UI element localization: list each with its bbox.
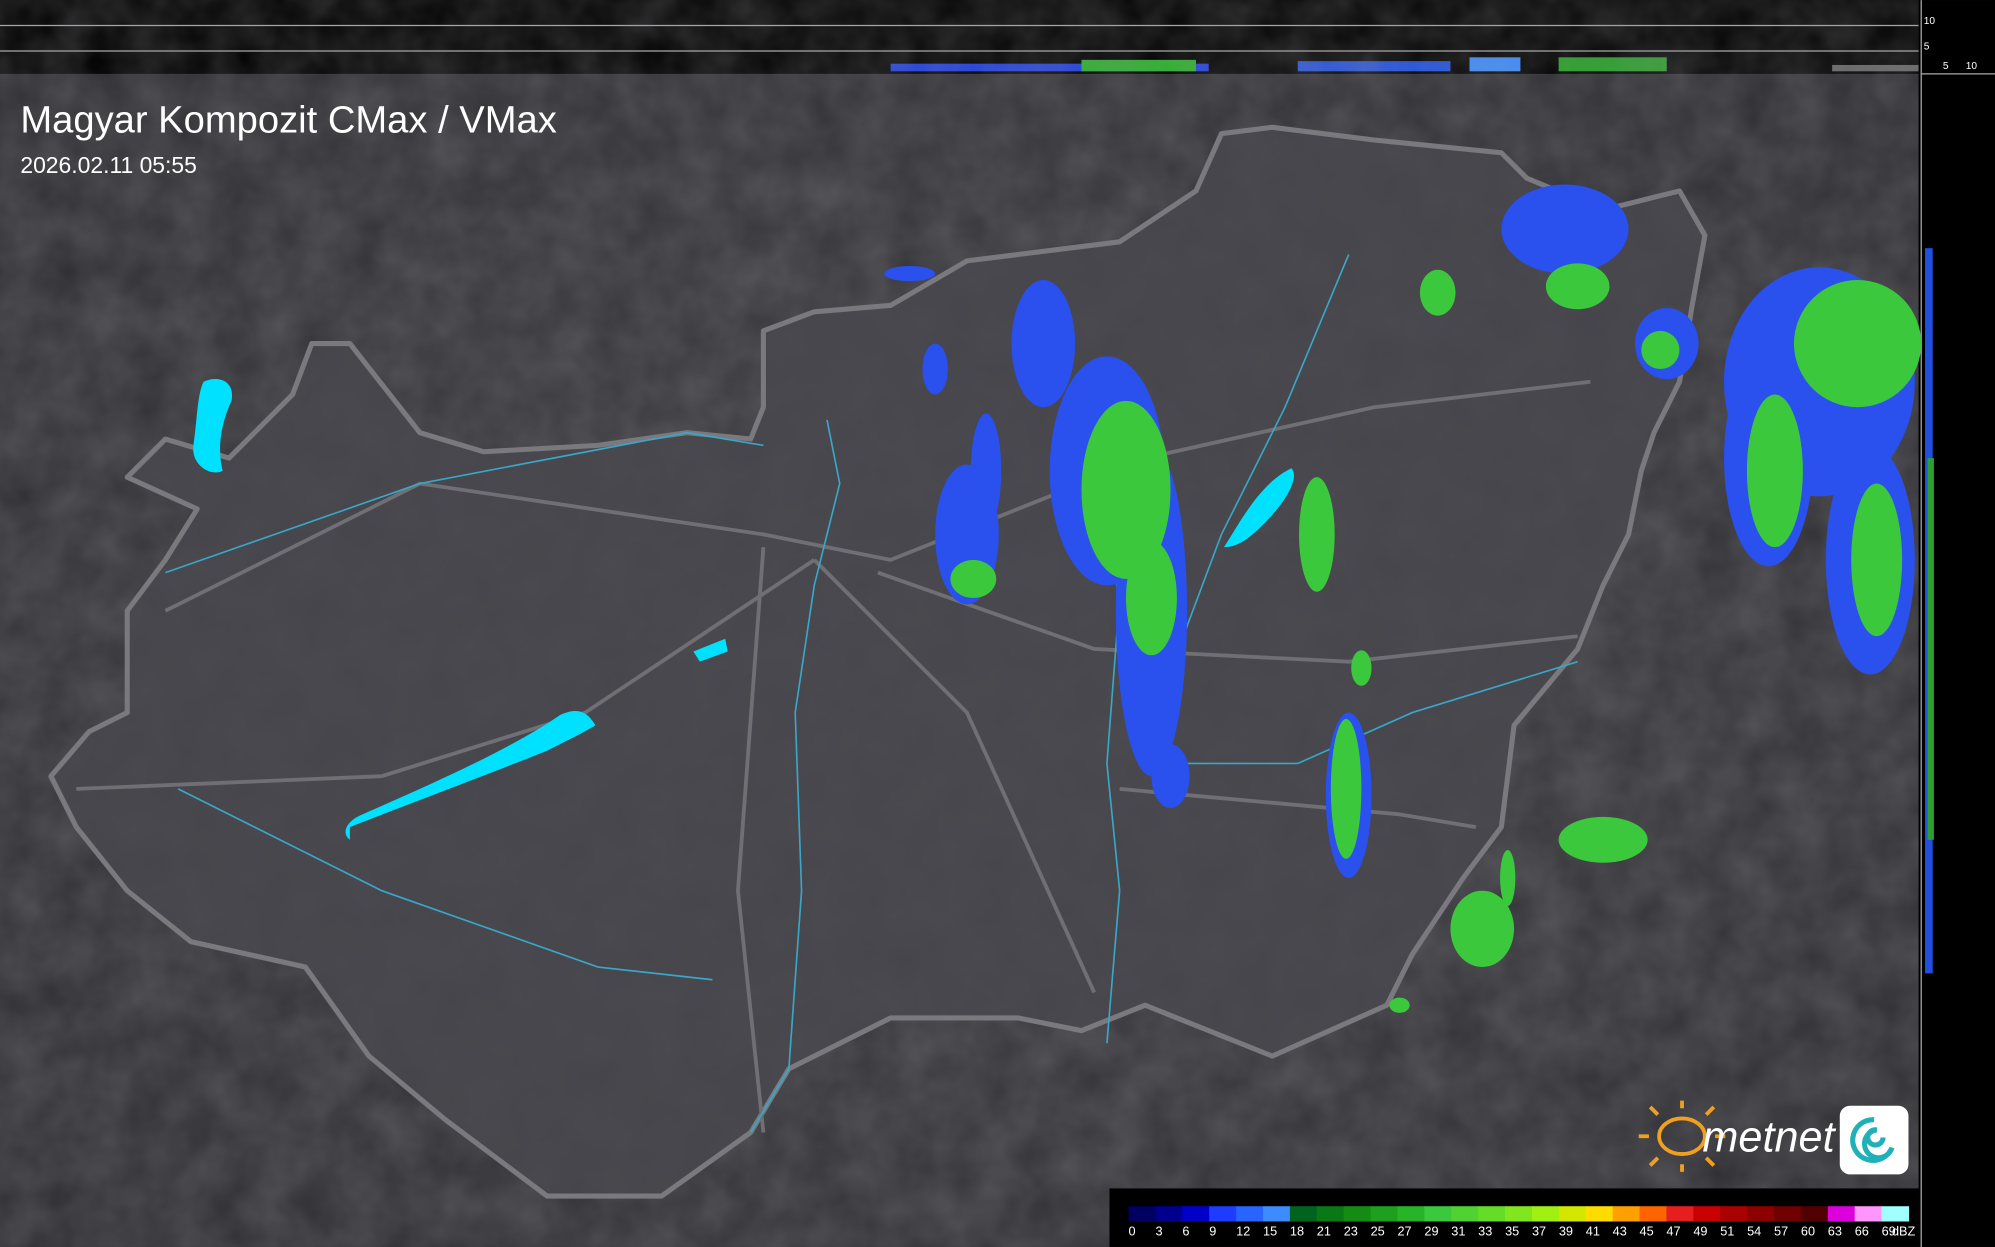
legend-swatch	[1182, 1206, 1210, 1222]
legend-swatch	[1397, 1206, 1426, 1222]
legend-label: 3	[1155, 1223, 1162, 1238]
legend-label: 15	[1263, 1223, 1277, 1238]
legend: 0 3 6 9 12 15 18 21 23 25 27 29 31 33 35 37 39 41 43 45 47 49…	[1128, 1206, 1916, 1238]
logo: metnet	[1638, 1100, 1909, 1175]
legend-swatch	[1720, 1206, 1748, 1222]
legend-swatch	[1505, 1206, 1533, 1222]
scale-label: 5	[1943, 61, 1949, 72]
legend-label: 66	[1855, 1223, 1869, 1238]
legend-swatch	[1666, 1206, 1694, 1222]
legend-swatch	[1236, 1206, 1264, 1222]
legend-label: 12	[1236, 1223, 1250, 1238]
legend-label: 9	[1209, 1223, 1216, 1238]
legend-label: 57	[1774, 1223, 1788, 1238]
top-profile	[0, 0, 1995, 74]
legend-label: 47	[1666, 1223, 1680, 1238]
legend-swatch	[1155, 1206, 1183, 1222]
legend-swatch	[1774, 1206, 1802, 1222]
legend-label: 54	[1747, 1223, 1761, 1238]
legend-label: 23	[1344, 1223, 1358, 1238]
legend-label: 63	[1828, 1223, 1842, 1238]
legend-label: 29	[1424, 1223, 1438, 1238]
legend-label: 0	[1129, 1223, 1136, 1238]
legend-label: 69	[1882, 1223, 1896, 1238]
legend-swatch	[1424, 1206, 1452, 1222]
rivers	[165, 254, 1578, 1133]
legend-swatch	[1451, 1206, 1479, 1222]
legend-label: 18	[1290, 1223, 1304, 1238]
legend-label: 27	[1397, 1223, 1411, 1238]
legend-label: 51	[1720, 1223, 1734, 1238]
roads	[76, 379, 1591, 1133]
legend-swatch	[1854, 1206, 1883, 1222]
legend-swatch	[1343, 1206, 1372, 1222]
legend-swatch	[1316, 1206, 1345, 1222]
legend-swatch	[1263, 1206, 1291, 1222]
legend-swatch	[1209, 1206, 1237, 1222]
legend-swatch	[1693, 1206, 1721, 1222]
scale-label: 10	[1924, 16, 1936, 27]
legend-swatch	[1585, 1206, 1614, 1222]
legend-label: 35	[1505, 1223, 1519, 1238]
logo-text: metnet	[1702, 1114, 1836, 1162]
legend-swatch	[1881, 1206, 1910, 1222]
legend-label: 60	[1801, 1223, 1815, 1238]
legend-unit: dBZ	[1892, 1223, 1916, 1238]
legend-label: 6	[1182, 1223, 1189, 1238]
legend-swatch	[1531, 1206, 1560, 1222]
lakes	[193, 378, 1295, 840]
legend-swatch	[1800, 1206, 1829, 1222]
legend-swatch	[1370, 1206, 1399, 1222]
legend-label: 31	[1451, 1223, 1465, 1238]
radar-echoes	[884, 184, 1922, 1013]
side-echoes	[1927, 458, 1934, 840]
legend-label: 41	[1586, 1223, 1600, 1238]
legend-swatch	[1128, 1206, 1157, 1222]
legend-swatch	[1827, 1206, 1856, 1222]
timestamp: 2026.02.11 05:55	[20, 152, 197, 178]
scale-label: 5	[1924, 42, 1930, 53]
legend-label: 21	[1317, 1223, 1331, 1238]
legend-label: 43	[1613, 1223, 1627, 1238]
legend-swatch	[1639, 1206, 1668, 1222]
profile-echoes	[890, 57, 1919, 72]
scale-label: 10	[1966, 61, 1978, 72]
legend-swatch	[1612, 1206, 1641, 1222]
legend-swatch	[1478, 1206, 1506, 1222]
legend-label: 49	[1693, 1223, 1707, 1238]
legend-swatch	[1558, 1206, 1587, 1222]
legend-label: 37	[1532, 1223, 1546, 1238]
legend-label: 33	[1478, 1223, 1492, 1238]
legend-label: 39	[1559, 1223, 1573, 1238]
legend-label: 25	[1371, 1223, 1385, 1238]
title: Magyar Kompozit CMax / VMax	[20, 98, 556, 141]
legend-swatch	[1289, 1206, 1318, 1222]
legend-label: 45	[1640, 1223, 1654, 1238]
legend-swatch	[1747, 1206, 1775, 1222]
